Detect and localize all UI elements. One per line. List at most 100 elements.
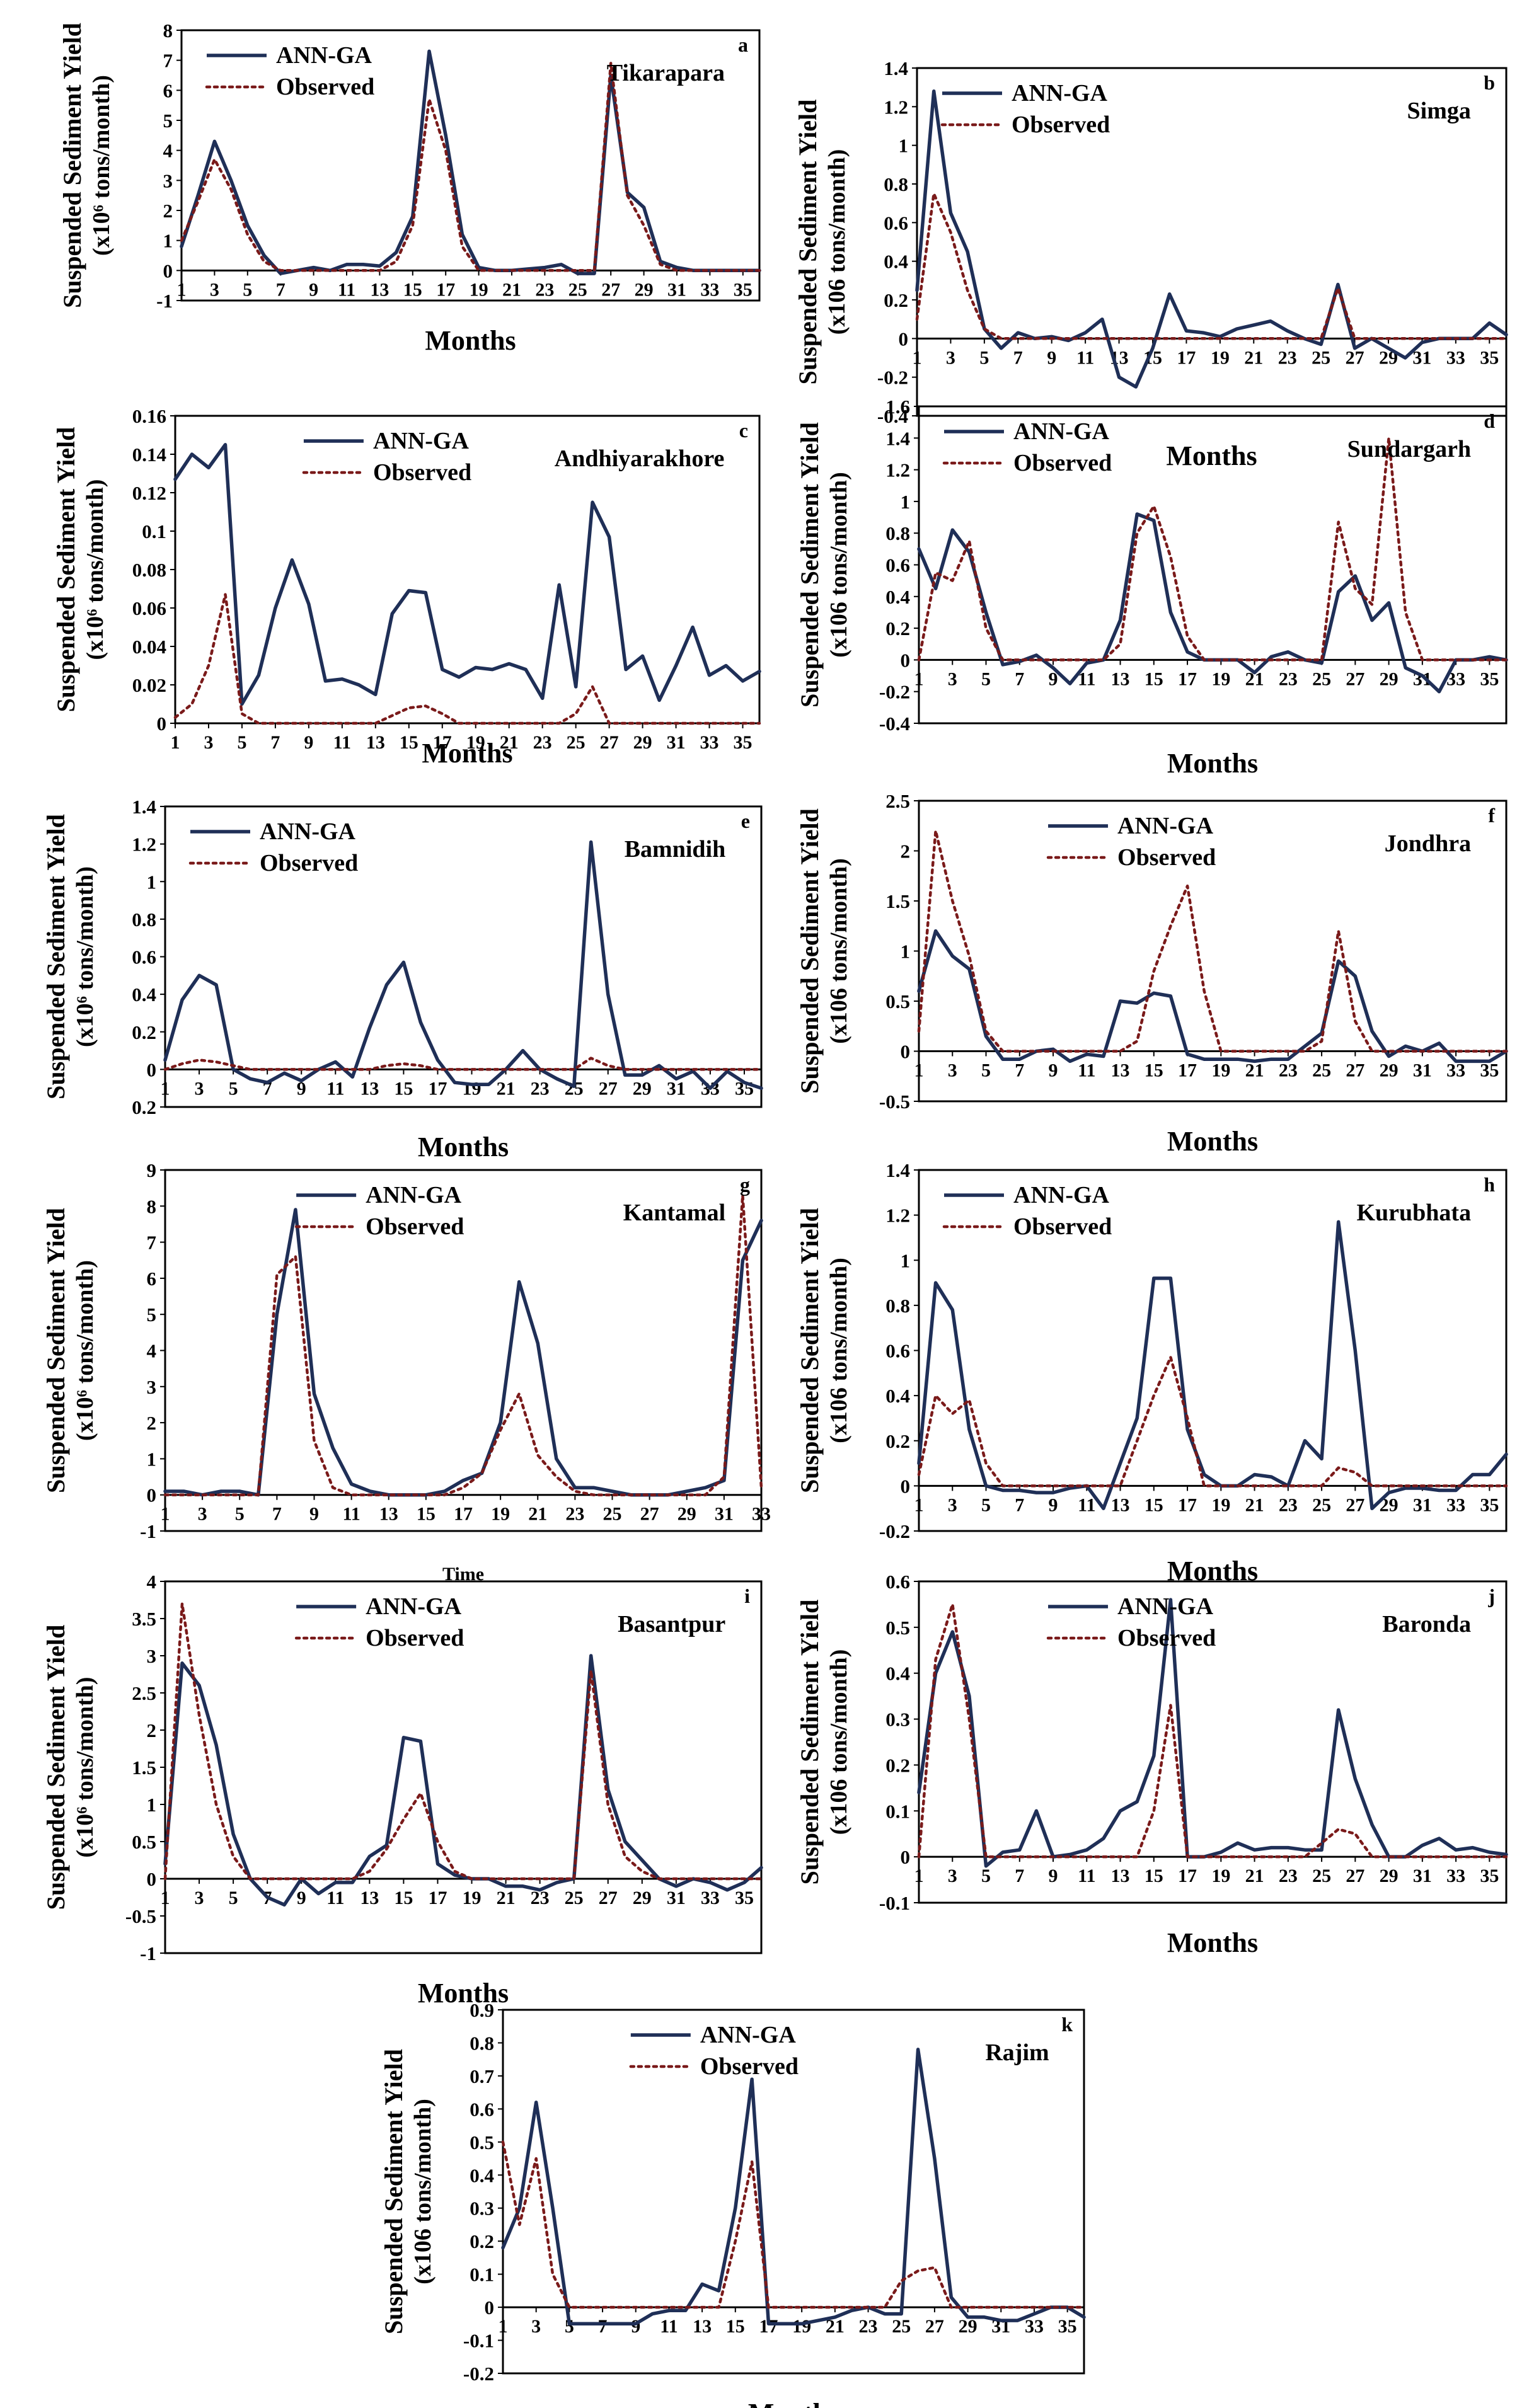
station-name: Kantamal <box>623 1200 726 1226</box>
x-tick-label: 35 <box>734 732 753 753</box>
x-tick-label: 1 <box>914 668 924 689</box>
x-tick-label: 31 <box>1413 1060 1432 1081</box>
y-tick-label: 1.4 <box>885 427 910 449</box>
y-tick-label: 4 <box>147 1571 157 1593</box>
x-tick-label: 5 <box>229 1078 238 1099</box>
y-tick-label: -0.2 <box>879 681 910 703</box>
y-axis-title-line2: (x106 tons/month) <box>826 1258 852 1443</box>
x-tick-label: 23 <box>1279 1494 1298 1515</box>
y-tick-label: 0.6 <box>884 212 908 234</box>
x-tick-label: 15 <box>400 732 418 753</box>
y-tick-label: 1.4 <box>885 1159 910 1181</box>
station-name: Baronda <box>1382 1611 1471 1637</box>
y-tick-label: 0.2 <box>132 1021 156 1043</box>
x-tick-label: 17 <box>1177 347 1196 368</box>
y-tick-label: 0.5 <box>885 990 910 1012</box>
x-tick-label: 1 <box>914 1060 924 1081</box>
y-axis-title-line1: Suspended Sediment Yield <box>795 422 824 708</box>
plot-frame <box>180 29 761 302</box>
x-tick-label: 25 <box>567 732 585 753</box>
y-axis-title-line2: (x10⁶ tons/month) <box>88 75 115 256</box>
y-tick-label: -0.2 <box>879 1520 910 1542</box>
station-name: Sundargarh <box>1347 436 1471 462</box>
y-tick-label: 0.8 <box>884 173 908 195</box>
x-tick-label: 19 <box>491 1504 510 1525</box>
x-tick-label: 3 <box>946 347 955 368</box>
x-tick-label: 15 <box>417 1504 435 1525</box>
panel-letter: h <box>1484 1173 1495 1196</box>
y-axis-title-line2: (x106 tons/month) <box>826 472 852 658</box>
y-tick-label: 0.9 <box>470 1999 494 2021</box>
y-tick-label: 3 <box>147 1645 157 1667</box>
y-tick-label: -1 <box>140 1520 156 1542</box>
legend-label-ann-ga: ANN-GA <box>1117 1593 1214 1620</box>
x-tick-label: 27 <box>600 732 619 753</box>
y-tick-label: 0.8 <box>885 1295 910 1317</box>
y-tick-label: -0.4 <box>877 405 908 427</box>
x-tick-label: 29 <box>1380 1060 1398 1081</box>
x-tick-label: 21 <box>1244 347 1263 368</box>
legend-label-ann-ga: ANN-GA <box>1117 813 1214 839</box>
x-tick-label: 31 <box>667 1078 686 1099</box>
y-tick-label: 0 <box>899 328 909 350</box>
x-tick-label: 3 <box>195 1078 204 1099</box>
y-tick-label: 0.04 <box>132 636 166 658</box>
panel-letter: j <box>1487 1585 1495 1607</box>
y-axis-title-line2: (x10⁶ tons/month) <box>72 1677 98 1858</box>
x-tick-label: 13 <box>360 1888 379 1908</box>
x-tick-label: 21 <box>528 1504 547 1525</box>
x-tick-label: 33 <box>700 732 719 753</box>
series-line-observed <box>163 1193 763 1496</box>
y-tick-label: 0.6 <box>470 2098 494 2120</box>
x-tick-label: 3 <box>948 1060 957 1081</box>
y-tick-label: 0.1 <box>885 1800 910 1822</box>
x-axis-title: Months <box>1167 748 1258 779</box>
y-tick-label: 0.4 <box>132 983 156 1006</box>
y-tick-label: 2 <box>147 1412 157 1434</box>
x-tick-label: 21 <box>502 279 521 300</box>
x-tick-label: 29 <box>633 732 652 753</box>
y-tick-label: 0.8 <box>132 909 156 931</box>
x-tick-label: 17 <box>1178 1866 1197 1886</box>
x-tick-label: 33 <box>1446 1494 1465 1515</box>
y-tick-label: 0.1 <box>142 520 166 542</box>
y-tick-label: -0.4 <box>879 713 910 735</box>
legend-label-observed: Observed <box>1013 450 1112 476</box>
x-tick-label: 17 <box>428 1888 447 1908</box>
x-tick-label: 17 <box>454 1504 473 1525</box>
y-tick-label: 0.4 <box>470 2164 494 2186</box>
series-line-ann-ga <box>163 1208 763 1497</box>
y-tick-label: 1 <box>901 1249 911 1271</box>
x-tick-label: 13 <box>1111 1866 1130 1886</box>
x-tick-label: 33 <box>752 1504 771 1525</box>
x-tick-label: 19 <box>1211 347 1230 368</box>
x-tick-label: 29 <box>635 279 654 300</box>
y-tick-label: 5 <box>163 110 173 132</box>
y-axis-title-line2: (x106 tons/month) <box>826 1649 852 1835</box>
x-tick-label: 23 <box>1279 668 1298 689</box>
chart-panel-c: 00.020.040.060.080.10.120.140.161 3 5 7 9 11 1… <box>52 405 761 769</box>
x-axis-title: Months <box>418 1978 509 2009</box>
y-tick-label: 2 <box>901 840 911 863</box>
y-tick-label: 3.5 <box>132 1608 156 1630</box>
x-tick-label: 7 <box>598 2316 608 2337</box>
x-tick-label: 25 <box>568 279 587 300</box>
x-tick-label: 35 <box>1058 2316 1077 2337</box>
panel-letter: e <box>741 810 750 832</box>
x-tick-label: 7 <box>1015 1060 1024 1081</box>
x-tick-label: 27 <box>599 1888 618 1908</box>
y-axis-title-line1: Suspended Sediment Yield <box>52 427 80 713</box>
series-line-ann-ga <box>917 1598 1508 1868</box>
y-tick-label: 0.8 <box>885 522 910 544</box>
x-tick-label: 23 <box>535 279 554 300</box>
x-tick-label: 5 <box>981 1866 991 1886</box>
y-tick-label: -0.2 <box>877 367 908 389</box>
x-tick-label: 9 <box>297 1888 306 1908</box>
x-tick-label: 27 <box>640 1504 659 1525</box>
y-tick-label: 0.2 <box>884 289 908 311</box>
x-axis-title: Months <box>425 325 516 356</box>
x-tick-label: 5 <box>979 347 989 368</box>
x-tick-label: 17 <box>428 1078 447 1099</box>
y-tick-label: -1 <box>156 290 173 312</box>
